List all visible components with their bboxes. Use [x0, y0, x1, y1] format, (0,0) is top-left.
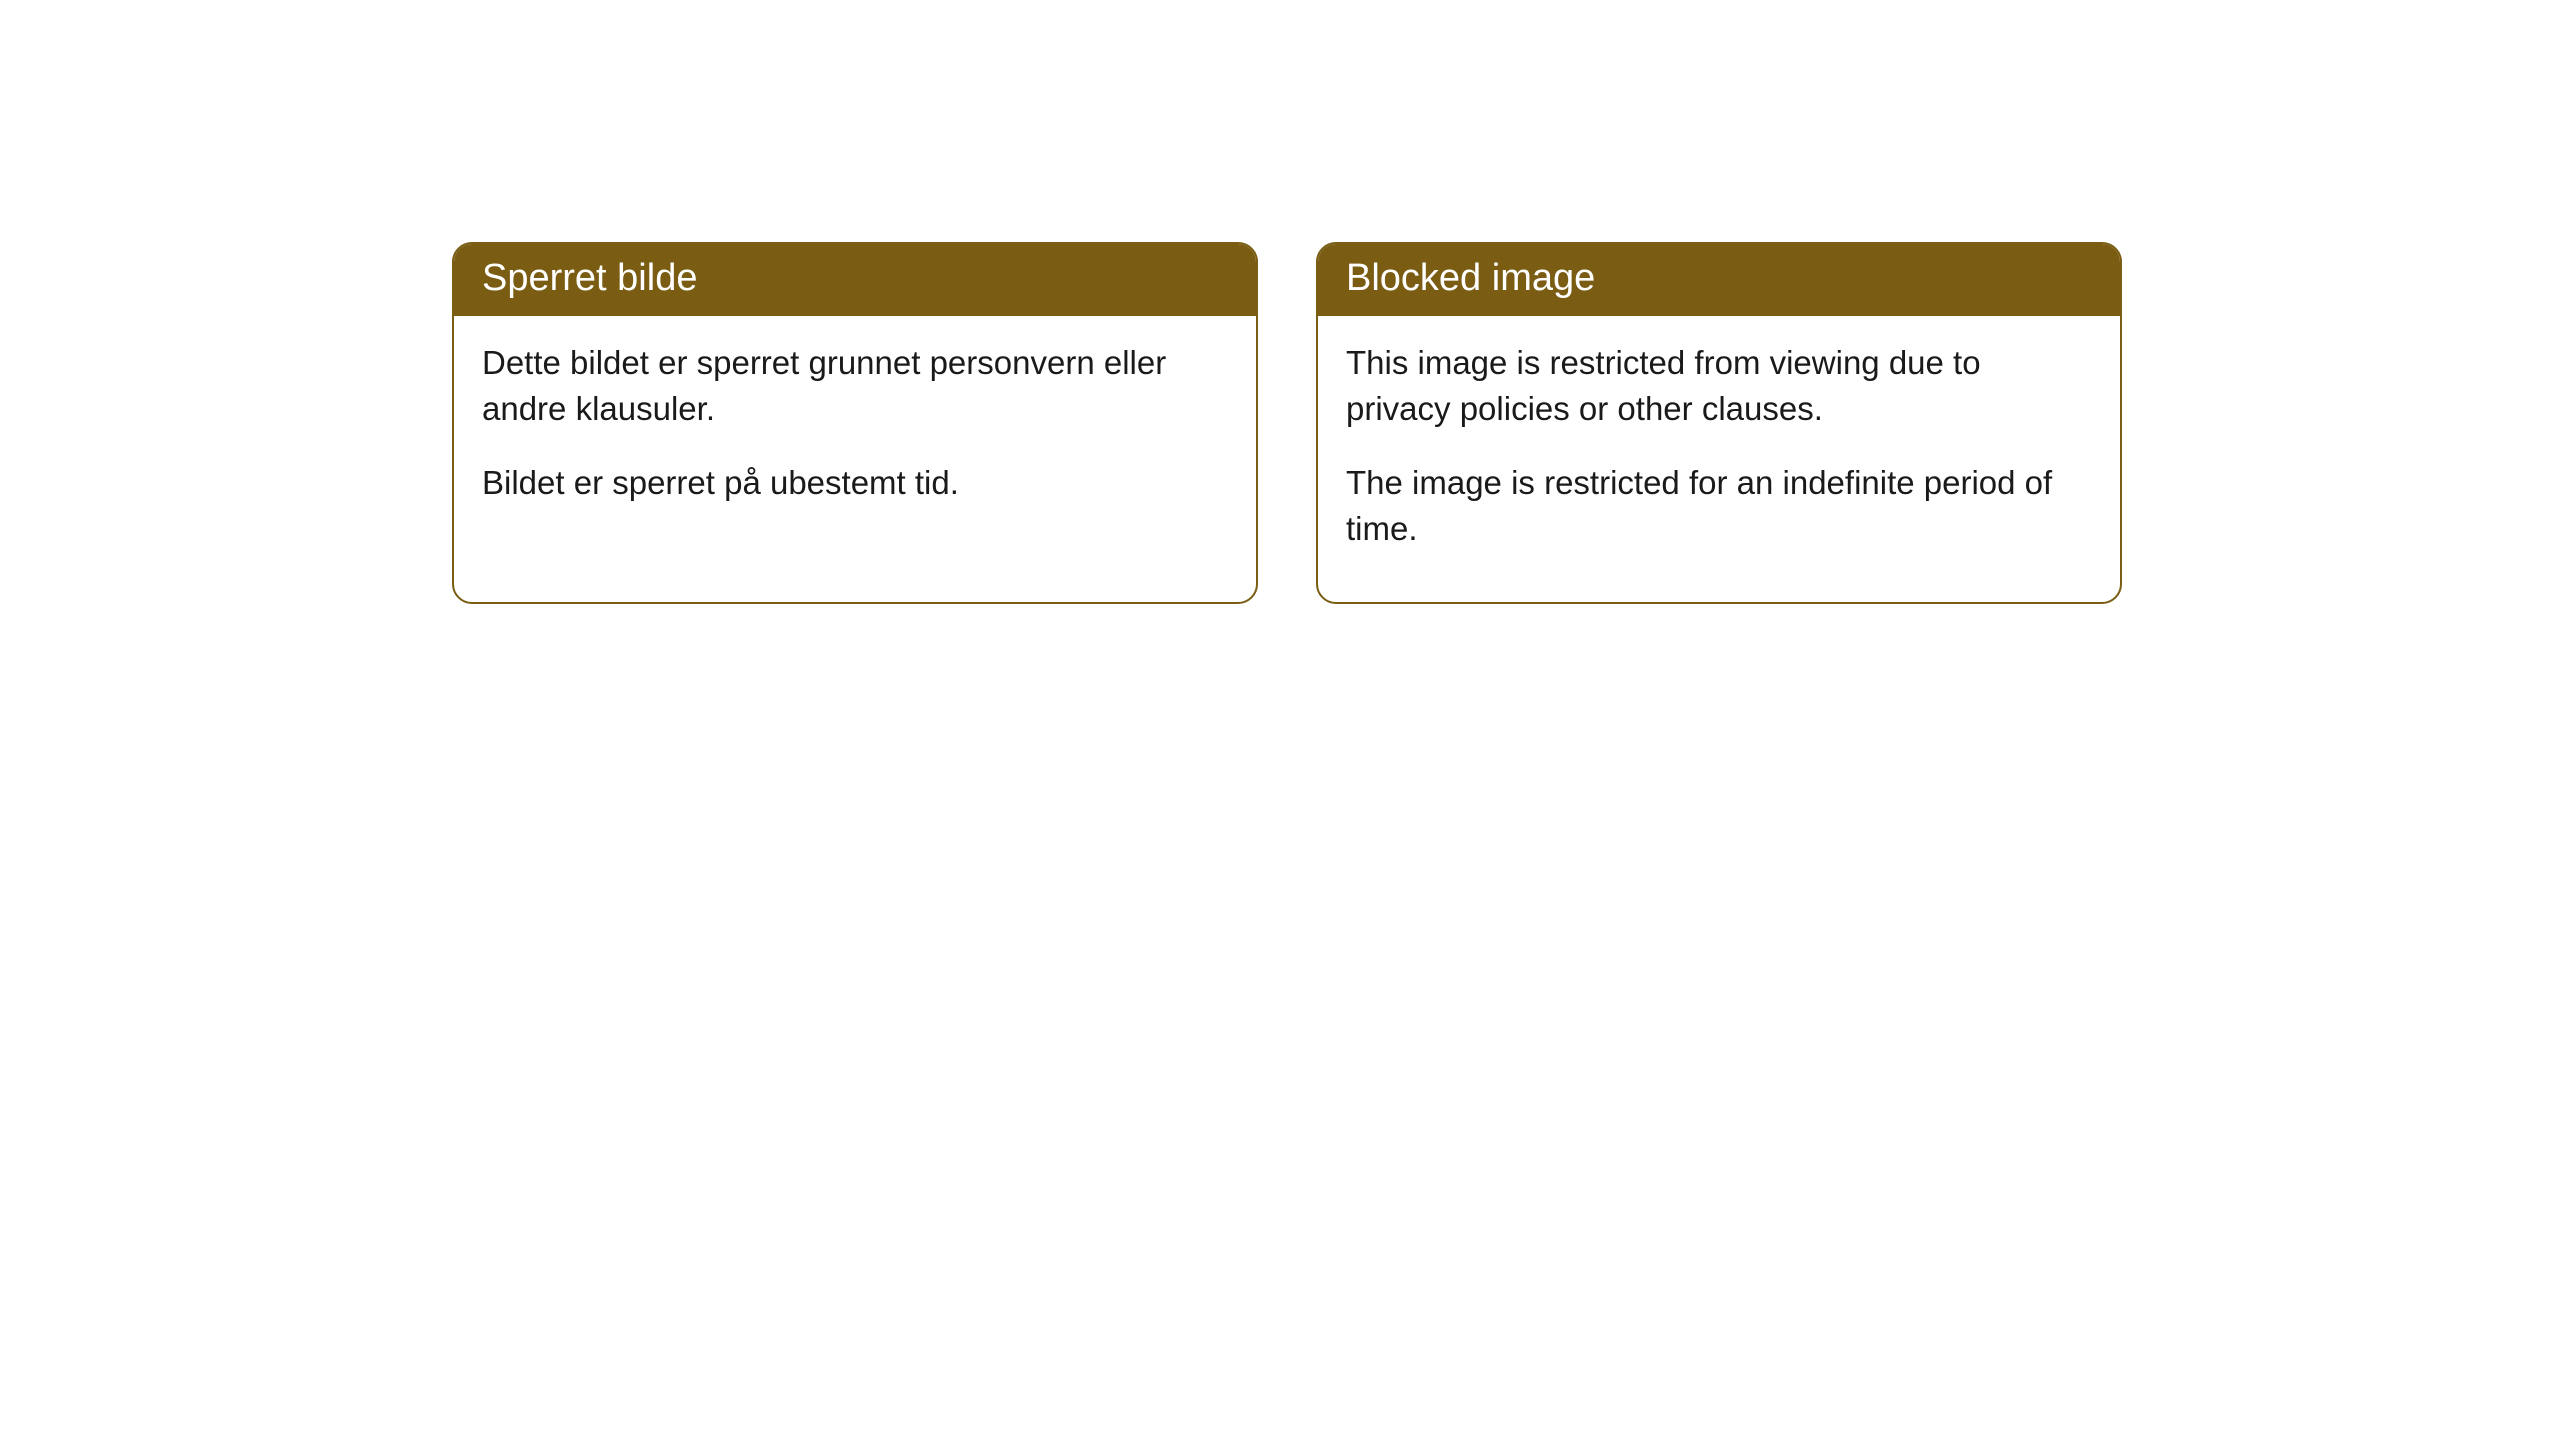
card-body: Dette bildet er sperret grunnet personve… [454, 316, 1256, 557]
notice-cards-container: Sperret bilde Dette bildet er sperret gr… [452, 242, 2122, 604]
card-body-paragraph: Bildet er sperret på ubestemt tid. [482, 460, 1228, 506]
card-body-paragraph: Dette bildet er sperret grunnet personve… [482, 340, 1228, 432]
card-body: This image is restricted from viewing du… [1318, 316, 2120, 603]
card-body-paragraph: This image is restricted from viewing du… [1346, 340, 2092, 432]
blocked-image-card-english: Blocked image This image is restricted f… [1316, 242, 2122, 604]
card-body-paragraph: The image is restricted for an indefinit… [1346, 460, 2092, 552]
card-header: Blocked image [1318, 244, 2120, 316]
card-header: Sperret bilde [454, 244, 1256, 316]
blocked-image-card-norwegian: Sperret bilde Dette bildet er sperret gr… [452, 242, 1258, 604]
